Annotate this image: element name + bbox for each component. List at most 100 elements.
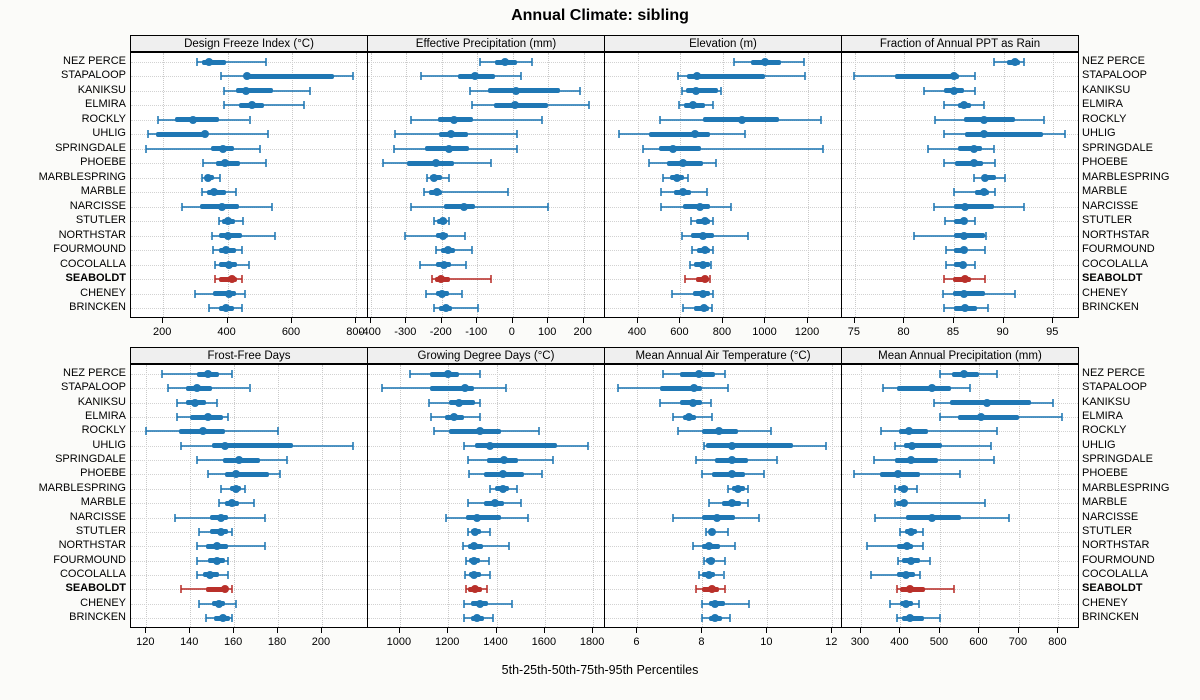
- axis-tick-label: 800: [346, 326, 365, 338]
- whisker-5-95: [224, 104, 304, 107]
- whisker-cap: [490, 275, 493, 284]
- site-label-right: BRINCKEN: [1082, 301, 1139, 313]
- iqr-bar-25-75: [243, 73, 334, 79]
- axis-tick-label: 100: [538, 326, 557, 338]
- median-dot: [430, 173, 439, 182]
- panel-plot: [841, 364, 1079, 628]
- whisker-cap: [519, 72, 522, 81]
- median-dot: [444, 370, 453, 378]
- axis-tick-label: 400: [627, 326, 647, 338]
- iqr-bar-25-75: [218, 276, 238, 282]
- whisker-cap: [672, 513, 675, 522]
- v-gridline: [832, 365, 834, 627]
- whisker-cap: [712, 217, 715, 226]
- whisker-cap: [680, 86, 683, 95]
- axis-tick-label: 1800: [579, 636, 605, 648]
- whisker-cap: [277, 427, 280, 436]
- whisker-cap: [204, 614, 207, 622]
- v-gridline: [900, 365, 902, 627]
- whisker-cap: [466, 499, 469, 508]
- whisker-5-95: [954, 191, 995, 194]
- whisker-cap: [943, 159, 946, 168]
- median-dot: [708, 527, 717, 536]
- whisker-cap: [732, 58, 735, 66]
- median-dot: [437, 275, 446, 284]
- median-dot: [700, 217, 709, 226]
- whisker-cap: [145, 427, 148, 436]
- whisker-cap: [984, 499, 987, 508]
- whisker-cap: [689, 260, 692, 269]
- whisker-cap: [992, 58, 995, 66]
- whisker-cap: [302, 101, 305, 110]
- whisker-cap: [1064, 130, 1067, 139]
- whisker-cap: [938, 370, 941, 378]
- axis-tick: [320, 628, 322, 633]
- whisker-cap: [198, 527, 201, 536]
- whisker-cap: [432, 427, 435, 436]
- whisker-cap: [943, 304, 946, 312]
- iqr-bar-25-75: [449, 428, 502, 434]
- median-dot: [714, 427, 723, 436]
- whisker-cap: [465, 585, 468, 594]
- whisker-cap: [943, 275, 946, 284]
- whisker-cap: [240, 275, 243, 284]
- site-label-left: SEABOLDT: [65, 582, 127, 595]
- axis-tick: [233, 628, 235, 633]
- whisker-cap: [173, 513, 176, 522]
- whisker-cap: [267, 130, 270, 139]
- median-dot: [698, 289, 707, 298]
- axis-tick: [764, 318, 766, 323]
- whisker-cap: [1023, 202, 1026, 211]
- whisker-cap: [279, 470, 282, 479]
- whisker-cap: [934, 115, 937, 124]
- median-dot: [1010, 58, 1019, 66]
- median-dot: [473, 513, 482, 522]
- whisker-cap: [214, 260, 217, 269]
- whisker-cap: [273, 231, 276, 240]
- whisker-cap: [226, 413, 229, 422]
- whisker-cap: [230, 370, 233, 378]
- axis-tick: [547, 318, 549, 323]
- median-dot: [906, 527, 915, 536]
- iqr-bar-25-75: [894, 457, 938, 463]
- whisker-cap: [478, 413, 481, 422]
- iqr-bar-25-75: [444, 204, 476, 210]
- whisker-cap: [226, 570, 229, 579]
- whisker-cap: [226, 556, 229, 565]
- axis-tick-label: 400: [890, 636, 909, 648]
- whisker-cap: [680, 231, 683, 240]
- axis-tick-label: 1200: [434, 636, 460, 648]
- median-dot: [438, 231, 447, 240]
- median-dot: [734, 484, 743, 493]
- iqr-bar-25-75: [705, 443, 794, 449]
- median-dot: [455, 398, 464, 407]
- whisker-cap: [711, 304, 714, 312]
- whisker-cap: [746, 499, 749, 508]
- median-dot: [221, 441, 230, 450]
- h-gridline: [131, 279, 367, 281]
- whisker-cap: [491, 614, 494, 622]
- iqr-bar-25-75: [904, 443, 942, 449]
- h-gridline: [842, 488, 1078, 490]
- whisker-cap: [248, 115, 251, 124]
- whisker-cap: [466, 456, 469, 465]
- whisker-cap: [953, 585, 956, 594]
- axis-tick-label: 80: [897, 326, 910, 338]
- whisker-cap: [691, 542, 694, 551]
- median-dot: [906, 614, 915, 622]
- v-gridline: [860, 365, 862, 627]
- whisker-cap: [617, 130, 620, 139]
- axis-tick: [277, 628, 279, 633]
- whisker-cap: [703, 441, 706, 450]
- whisker-cap: [230, 585, 233, 594]
- v-gridline: [1003, 53, 1005, 317]
- v-gridline: [278, 365, 280, 627]
- iqr-bar-25-75: [474, 443, 557, 449]
- median-dot: [212, 556, 221, 565]
- whisker-cap: [234, 188, 237, 197]
- median-dot: [700, 246, 709, 255]
- axis-tick-label: 400: [217, 326, 236, 338]
- whisker-cap: [488, 556, 491, 565]
- panel-strip: Growing Degree Days (°C): [367, 347, 605, 364]
- site-label-right: NORTHSTAR: [1082, 228, 1150, 241]
